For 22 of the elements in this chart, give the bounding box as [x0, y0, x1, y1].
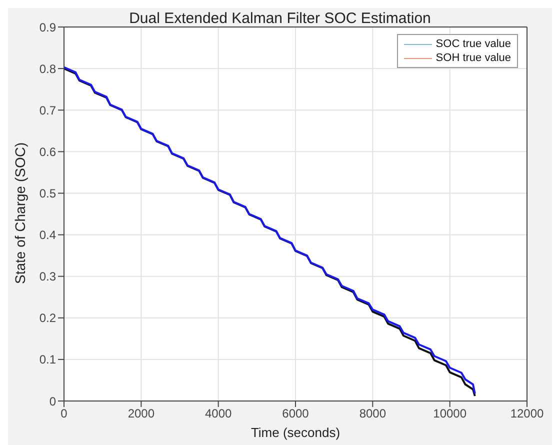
x-tick-label: 12000 [510, 406, 544, 421]
x-axis-title: Time (seconds) [250, 425, 340, 440]
x-tick-label: 6000 [282, 406, 310, 421]
x-tick-label: 8000 [359, 406, 386, 421]
y-tick-label: 0.4 [39, 228, 56, 242]
legend-label: SOH true value [436, 51, 511, 65]
y-axis-title: State of Charge (SOC) [12, 142, 28, 284]
y-tick-label: 0.7 [39, 103, 56, 118]
x-tick-label: 2000 [128, 406, 155, 421]
legend-label: SOC true value [436, 37, 511, 51]
y-tick-label: 0.3 [39, 270, 56, 284]
y-tick-label: 0.6 [39, 144, 56, 159]
x-tick-label: 10000 [433, 406, 467, 421]
y-tick-label: 0.5 [39, 186, 56, 200]
x-tick-label: 0 [60, 406, 68, 421]
y-tick-label: 0.9 [39, 20, 56, 34]
chart-title: Dual Extended Kalman Filter SOC Estimation [129, 10, 431, 27]
y-tick-label: 0.8 [39, 62, 56, 76]
y-tick-label: 0.2 [39, 311, 56, 326]
y-tick-label: 0 [49, 394, 56, 408]
x-tick-label: 4000 [204, 406, 232, 421]
y-tick-label: 0.1 [39, 352, 56, 367]
